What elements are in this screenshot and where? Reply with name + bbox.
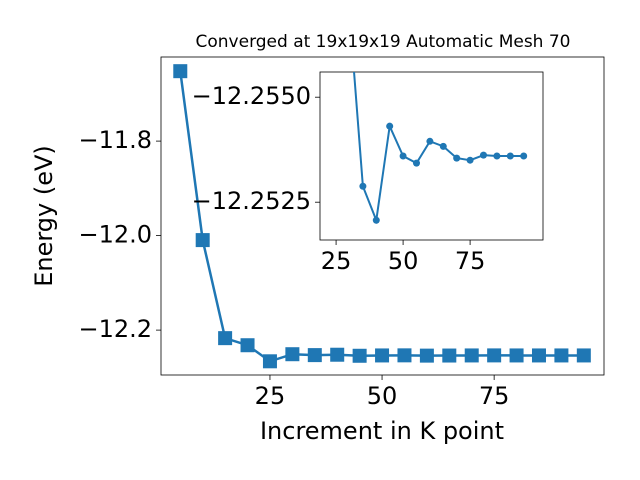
marker	[359, 182, 367, 190]
marker	[397, 348, 412, 363]
marker	[506, 152, 514, 160]
marker	[531, 348, 546, 363]
marker	[173, 64, 188, 79]
marker	[419, 348, 434, 363]
marker	[346, 10, 353, 17]
marker	[426, 137, 434, 145]
marker	[464, 348, 479, 363]
y-tick-label: −11.8	[78, 126, 152, 154]
y-tick-label: −12.0	[78, 221, 152, 249]
y-tick-label: −12.2550	[192, 82, 311, 110]
marker	[453, 154, 461, 162]
y-axis-label: Energy (eV)	[30, 145, 58, 287]
marker	[330, 347, 345, 362]
marker	[352, 348, 367, 363]
marker	[386, 122, 394, 130]
marker	[218, 331, 233, 346]
y-tick-label: −12.2	[78, 315, 152, 343]
x-tick-label: 75	[455, 247, 486, 275]
marker	[493, 152, 501, 160]
marker	[520, 152, 528, 160]
marker	[372, 216, 380, 224]
marker	[439, 142, 447, 150]
marker	[509, 348, 524, 363]
series-group	[346, 10, 528, 225]
marker	[240, 338, 255, 353]
y-tick-label: −12.2525	[192, 187, 311, 215]
marker	[375, 348, 390, 363]
marker	[554, 348, 569, 363]
marker	[442, 348, 457, 363]
marker	[307, 348, 322, 363]
marker	[466, 156, 474, 164]
x-tick-label: 75	[479, 382, 510, 410]
marker	[399, 152, 407, 160]
marker	[576, 348, 591, 363]
marker	[479, 151, 487, 159]
chart-title: Converged at 19x19x19 Automatic Mesh 70	[196, 32, 571, 52]
marker	[285, 347, 300, 362]
x-tick-label: 25	[321, 247, 352, 275]
x-tick-label: 25	[255, 382, 286, 410]
x-axis-label: Increment in K point	[260, 417, 504, 445]
marker	[412, 159, 420, 167]
marker	[487, 348, 502, 363]
x-tick-label: 50	[388, 247, 419, 275]
marker	[262, 354, 277, 369]
marker	[195, 233, 210, 248]
x-tick-label: 50	[367, 382, 398, 410]
series-group	[173, 64, 591, 369]
